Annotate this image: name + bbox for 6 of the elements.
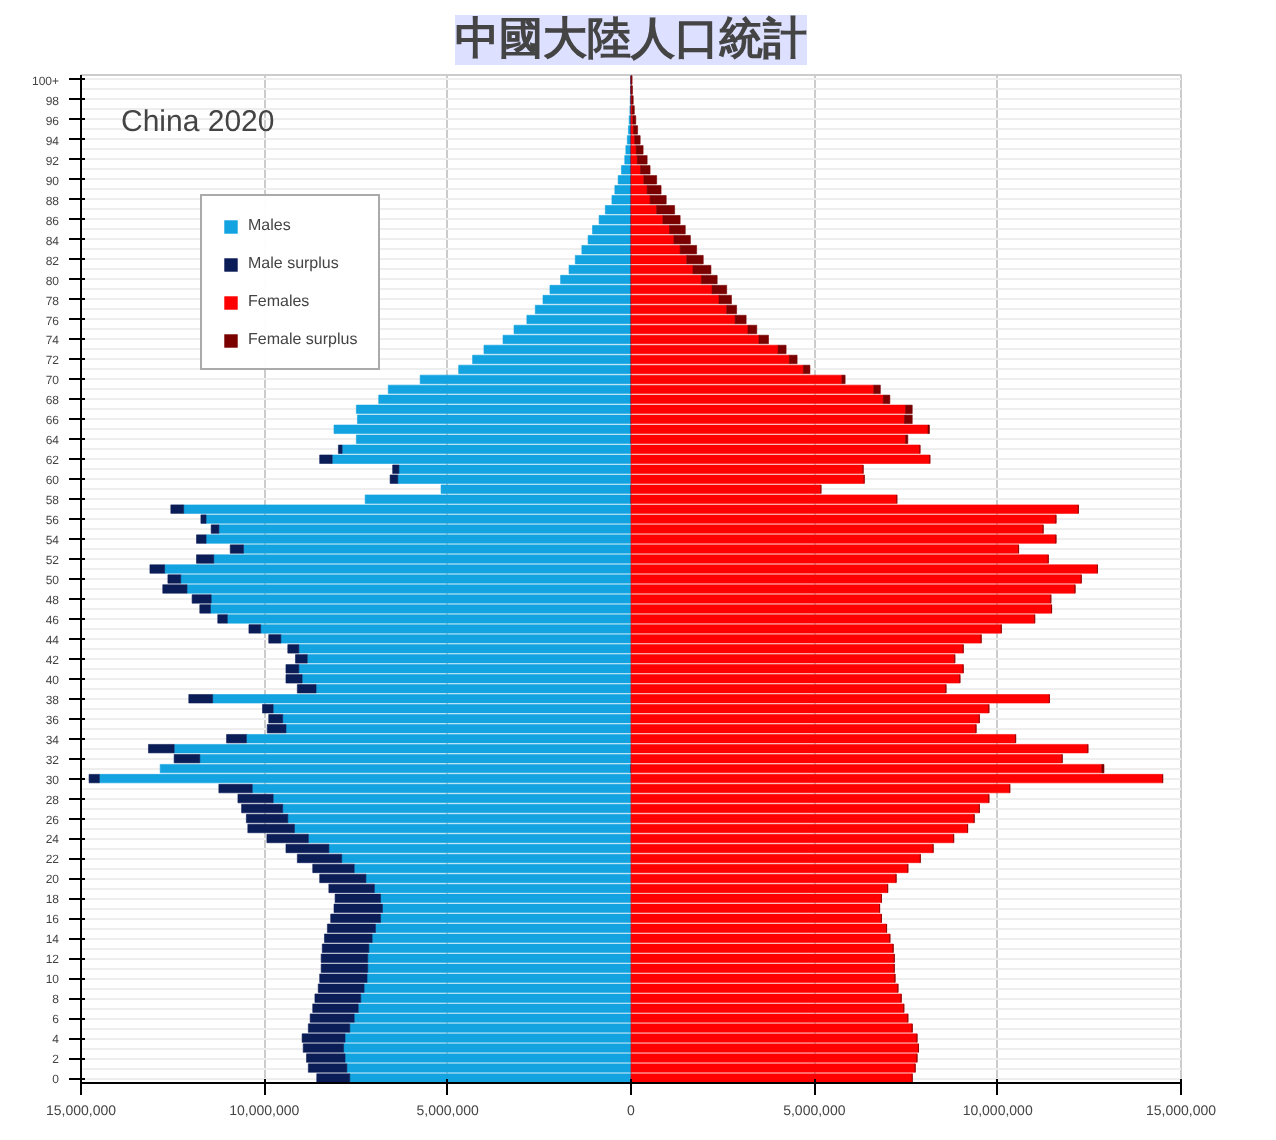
chart-title: 中國大陸人口統計	[455, 15, 807, 65]
legend-label: Females	[248, 292, 310, 310]
legend-label: Male surplus	[248, 254, 339, 272]
legend-label: Males	[248, 216, 291, 234]
legend-label: Female surplus	[248, 330, 358, 348]
text: China 2020	[121, 105, 275, 139]
